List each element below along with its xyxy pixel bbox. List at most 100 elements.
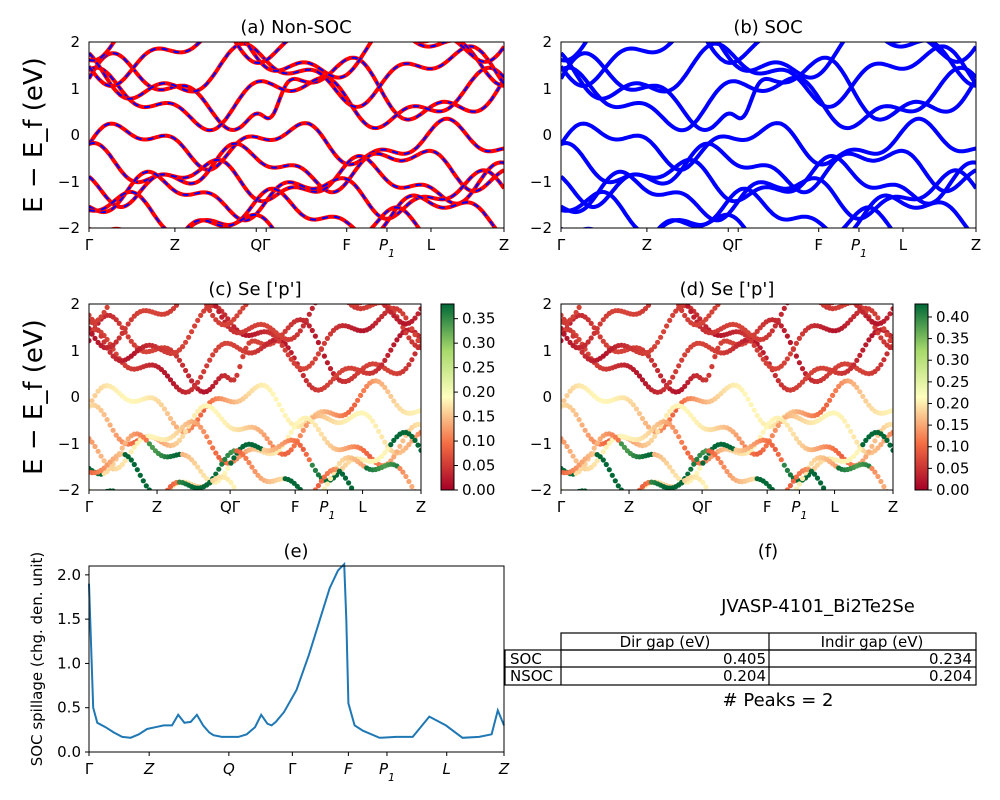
- band-point: [721, 464, 727, 470]
- band-point: [324, 360, 330, 366]
- band-point: [385, 306, 391, 312]
- band-point: [373, 423, 379, 429]
- band-point: [276, 338, 282, 344]
- band-point: [409, 318, 415, 324]
- band-point: [582, 427, 588, 433]
- band-point: [370, 418, 376, 424]
- band-line: [561, 42, 976, 89]
- band-point: [312, 422, 318, 428]
- band-point: [318, 431, 324, 437]
- band-point: [570, 407, 576, 413]
- band-point: [388, 393, 394, 399]
- band-point: [403, 315, 409, 321]
- band-point: [92, 443, 98, 450]
- band-point: [183, 339, 189, 345]
- band-point: [652, 433, 658, 439]
- band-point: [724, 468, 730, 475]
- colorbar-scale: [914, 303, 929, 491]
- band-point: [216, 412, 222, 418]
- band-point: [796, 481, 803, 487]
- band-point: [754, 347, 760, 353]
- panel-c-yticks: 2 1 0 −1 −2: [58, 295, 80, 499]
- band-point: [210, 383, 216, 389]
- band-point: [685, 379, 691, 386]
- band-point: [881, 357, 887, 363]
- band-point: [582, 488, 588, 490]
- band-point: [878, 478, 884, 485]
- ytick-label: 2.0: [57, 566, 81, 584]
- band-point: [297, 328, 303, 334]
- band-line: [561, 65, 976, 133]
- band-point: [122, 458, 128, 464]
- colorbar-tick-label: 0.20: [936, 394, 969, 412]
- band-point: [210, 445, 216, 451]
- band-point: [799, 331, 806, 337]
- band-point: [682, 352, 688, 358]
- table-cell: 0.405: [723, 650, 766, 668]
- band-point: [881, 318, 887, 324]
- band-point: [751, 407, 757, 413]
- band-point: [155, 398, 161, 405]
- band-point: [409, 484, 415, 490]
- band-point: [240, 305, 246, 311]
- band-point: [652, 344, 658, 350]
- band-point: [679, 307, 685, 314]
- band-point: [315, 483, 321, 489]
- band-point: [180, 344, 186, 350]
- band-point: [787, 426, 794, 433]
- band-point: [415, 337, 421, 344]
- band-point: [412, 332, 418, 338]
- band-point: [237, 364, 243, 370]
- band-point: [863, 342, 869, 348]
- xtick-label: Z: [499, 236, 509, 254]
- band-point: [327, 475, 334, 482]
- band-point: [757, 417, 763, 423]
- band-point: [418, 447, 421, 453]
- band-point: [748, 402, 754, 408]
- band-point: [412, 437, 418, 443]
- band-point: [403, 330, 409, 336]
- band-point: [367, 414, 373, 420]
- band-point: [793, 340, 800, 346]
- band-line: [89, 51, 504, 133]
- band-point: [113, 339, 119, 345]
- band-point: [161, 406, 168, 412]
- band-point: [772, 427, 778, 433]
- colorbar-tick-label: 0.25: [462, 359, 495, 377]
- band-point: [198, 312, 204, 318]
- band-point: [321, 486, 327, 490]
- band-point: [306, 311, 312, 317]
- band-point: [315, 426, 321, 433]
- band-point: [603, 461, 609, 468]
- band-point: [633, 406, 640, 412]
- panel-e-frame: [88, 565, 505, 753]
- ytick-label: −2: [530, 219, 552, 237]
- band-point: [282, 347, 288, 353]
- panel-a-frame: [88, 41, 505, 229]
- band-point: [715, 304, 721, 308]
- band-point: [143, 483, 149, 489]
- colorbar-tick-label: 0.35: [936, 330, 969, 348]
- band-point: [92, 335, 98, 341]
- band-point: [881, 339, 887, 345]
- band-point: [799, 366, 806, 372]
- band-point: [134, 467, 140, 473]
- panel-e: (e) 2.0 1.5 1.0 0.5 0.0 SOC spillage (chg. d…: [28, 541, 510, 784]
- band-point: [769, 328, 775, 334]
- ytick-label: 1: [542, 342, 552, 360]
- band-point: [210, 312, 216, 319]
- band-point: [842, 418, 848, 424]
- band-point: [312, 356, 318, 362]
- band-point: [98, 453, 104, 459]
- band-point: [391, 398, 397, 404]
- band-point: [213, 409, 219, 415]
- band-point: [324, 335, 330, 341]
- band-point: [318, 346, 324, 352]
- table-header-cell: Dir gap (eV): [620, 633, 711, 651]
- xtick-label: Z: [624, 498, 634, 516]
- band-point: [95, 448, 101, 454]
- band-point: [860, 309, 866, 315]
- band-point: [887, 311, 893, 317]
- band-point: [312, 333, 318, 339]
- panel-a-yticks: 2 1 0 −1 −2: [58, 33, 80, 237]
